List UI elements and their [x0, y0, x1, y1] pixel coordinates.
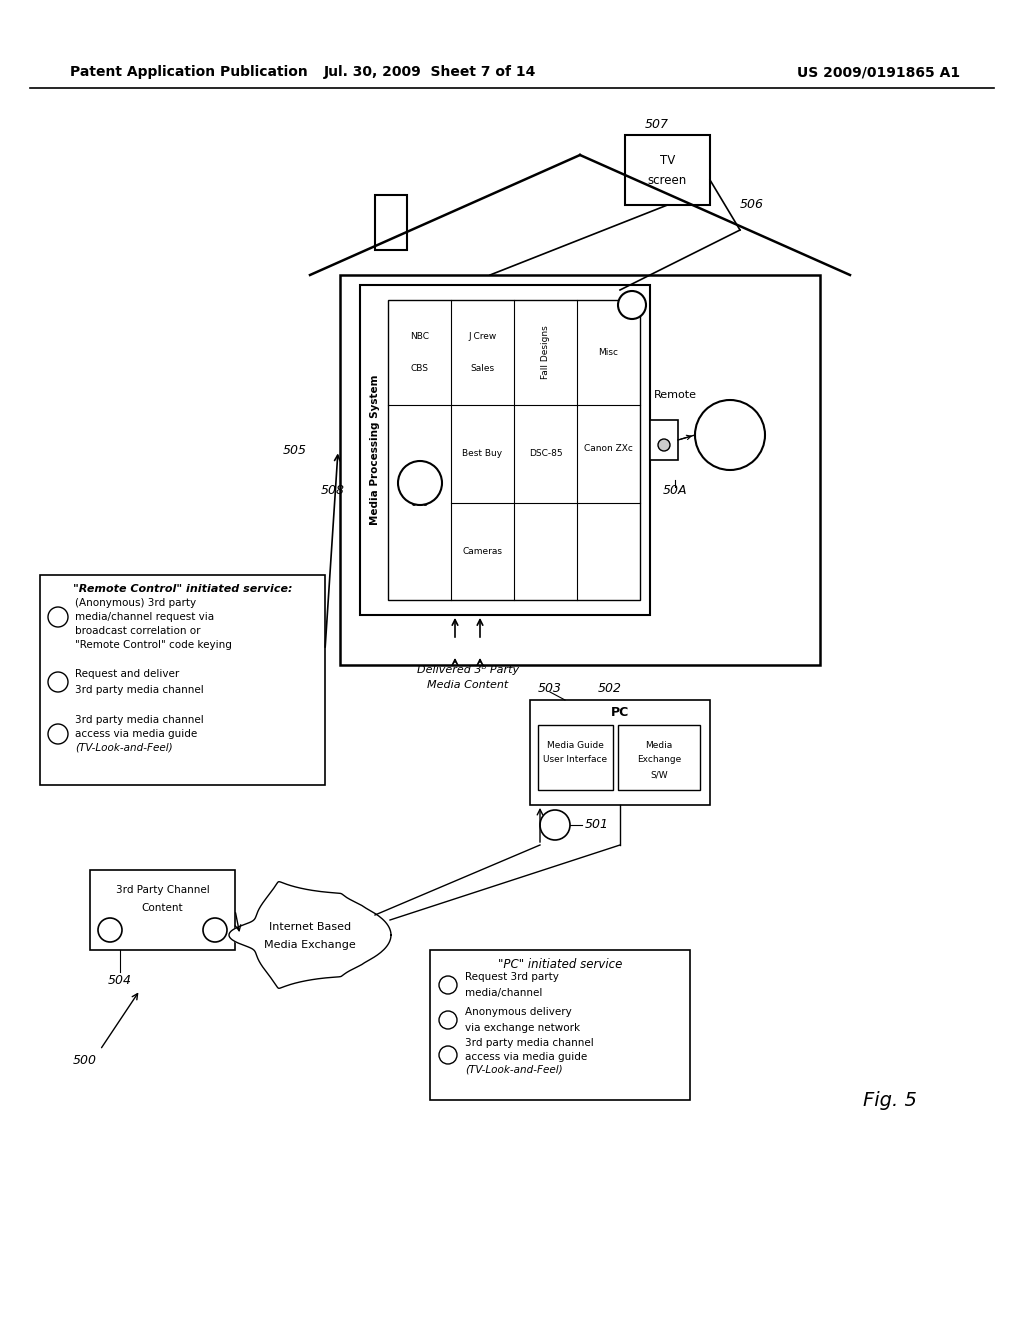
Text: S/W: S/W: [650, 771, 668, 780]
Text: access via media guide: access via media guide: [75, 729, 198, 739]
Text: Internet Based: Internet Based: [269, 921, 351, 932]
Circle shape: [658, 440, 670, 451]
Bar: [538, 725, 613, 789]
Circle shape: [48, 723, 68, 744]
Circle shape: [203, 917, 227, 942]
Bar: [360, 285, 650, 615]
Text: Media Guide: Media Guide: [547, 741, 604, 750]
Text: Content: Content: [141, 903, 183, 913]
Text: 3rd party media channel: 3rd party media channel: [75, 685, 204, 696]
Text: 3rd party media channel: 3rd party media channel: [75, 715, 204, 725]
Text: Cameras: Cameras: [463, 546, 503, 556]
Text: Canon ZXc: Canon ZXc: [584, 445, 633, 453]
Text: "Remote Control" initiated service:: "Remote Control" initiated service:: [73, 583, 292, 594]
Text: 508: 508: [321, 483, 345, 496]
Text: broadcast correlation or: broadcast correlation or: [75, 626, 201, 636]
Text: 1: 1: [551, 818, 559, 832]
Bar: [40, 576, 325, 785]
Circle shape: [398, 461, 442, 506]
Circle shape: [695, 400, 765, 470]
Bar: [430, 950, 690, 1100]
Text: 501: 501: [585, 818, 609, 832]
Text: Fall Designs: Fall Designs: [541, 326, 550, 379]
Text: 507: 507: [645, 119, 669, 132]
Text: media/channel: media/channel: [465, 987, 543, 998]
Text: C: C: [54, 729, 61, 739]
Text: A: A: [54, 612, 61, 622]
Bar: [625, 135, 710, 205]
Text: PC: PC: [611, 706, 629, 719]
Text: Request 3rd party: Request 3rd party: [465, 972, 559, 982]
Circle shape: [618, 290, 646, 319]
Text: Delivered 3ᴽ Party: Delivered 3ᴽ Party: [417, 665, 519, 676]
Text: 502: 502: [598, 681, 622, 694]
Text: B: B: [211, 925, 219, 935]
Bar: [530, 700, 710, 805]
Circle shape: [540, 810, 570, 840]
Text: 500: 500: [73, 1053, 97, 1067]
Text: Media Content: Media Content: [427, 680, 509, 690]
Text: A: A: [722, 425, 737, 445]
Bar: [618, 725, 700, 789]
Text: 3rd party media channel: 3rd party media channel: [465, 1038, 594, 1048]
Text: screen: screen: [648, 173, 687, 186]
Circle shape: [48, 607, 68, 627]
Text: C: C: [628, 298, 636, 312]
Text: via exchange network: via exchange network: [465, 1023, 581, 1034]
Circle shape: [439, 1045, 457, 1064]
Text: Anonymous delivery: Anonymous delivery: [465, 1007, 571, 1016]
Polygon shape: [229, 882, 391, 989]
Text: 3rd Party Channel: 3rd Party Channel: [116, 884, 209, 895]
Text: 503: 503: [538, 681, 562, 694]
Text: media/channel request via: media/channel request via: [75, 612, 214, 622]
Circle shape: [439, 975, 457, 994]
Bar: [388, 300, 640, 601]
Text: "Remote Control" code keying: "Remote Control" code keying: [75, 640, 231, 649]
Text: (TV-Look-and-Feel): (TV-Look-and-Feel): [465, 1065, 562, 1074]
Text: 505: 505: [283, 444, 307, 457]
Circle shape: [48, 672, 68, 692]
Text: 50A: 50A: [663, 483, 687, 496]
Text: access via media guide: access via media guide: [465, 1052, 587, 1063]
Text: 504: 504: [108, 974, 132, 986]
Bar: [650, 420, 678, 459]
Text: NBC: NBC: [410, 333, 429, 342]
Text: Jul. 30, 2009  Sheet 7 of 14: Jul. 30, 2009 Sheet 7 of 14: [324, 65, 537, 79]
Text: B: B: [54, 677, 61, 686]
Text: Misc: Misc: [598, 348, 618, 356]
Circle shape: [439, 1011, 457, 1030]
Text: 506: 506: [740, 198, 764, 211]
Text: TV: TV: [659, 153, 675, 166]
Bar: [375, 195, 407, 249]
Text: 2: 2: [106, 925, 114, 935]
Text: Request and deliver: Request and deliver: [75, 669, 179, 678]
Text: US 2009/0191865 A1: US 2009/0191865 A1: [797, 65, 961, 79]
Text: (TV-Look-and-Feel): (TV-Look-and-Feel): [75, 743, 173, 752]
Text: (Anonymous) 3rd party: (Anonymous) 3rd party: [75, 598, 197, 609]
Text: Remote: Remote: [653, 389, 696, 400]
Circle shape: [98, 917, 122, 942]
Text: Media Processing System: Media Processing System: [370, 375, 380, 525]
Text: Exchange: Exchange: [637, 755, 681, 764]
Bar: [90, 870, 234, 950]
Bar: [340, 275, 820, 665]
Text: 000: 000: [411, 498, 429, 507]
Text: Sales: Sales: [470, 364, 495, 372]
Text: 3: 3: [414, 474, 426, 492]
Text: Media Exchange: Media Exchange: [264, 940, 356, 950]
Text: User Interface: User Interface: [544, 755, 607, 764]
Text: DSC-85: DSC-85: [528, 449, 562, 458]
Text: 1: 1: [445, 979, 451, 990]
Text: Patent Application Publication: Patent Application Publication: [70, 65, 308, 79]
Text: CBS: CBS: [411, 364, 428, 372]
Text: Media: Media: [645, 741, 673, 750]
Text: Fig. 5: Fig. 5: [863, 1090, 916, 1110]
Text: 3: 3: [445, 1049, 451, 1060]
Text: 2: 2: [444, 1015, 452, 1026]
Text: J Crew: J Crew: [468, 333, 497, 342]
Text: Best Buy: Best Buy: [463, 449, 503, 458]
Text: "PC" initiated service: "PC" initiated service: [498, 957, 623, 970]
